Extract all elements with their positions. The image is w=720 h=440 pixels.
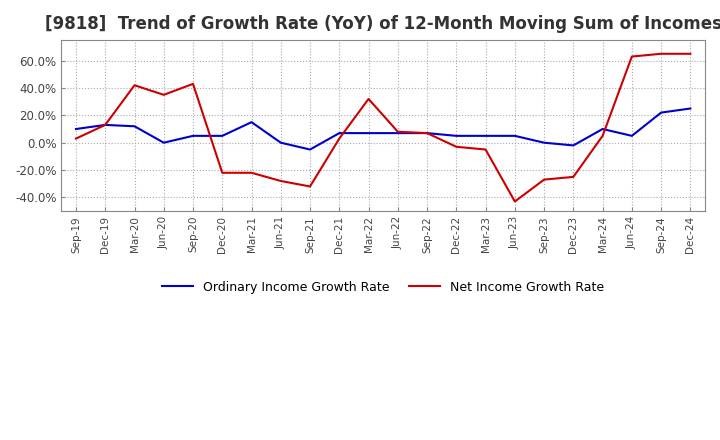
Net Income Growth Rate [598,133,607,139]
Ordinary Income Growth Rate [189,133,197,139]
Legend: Ordinary Income Growth Rate, Net Income Growth Rate: Ordinary Income Growth Rate, Net Income … [162,281,604,294]
Net Income Growth Rate [159,92,168,97]
Net Income Growth Rate [452,144,461,150]
Ordinary Income Growth Rate [101,122,109,128]
Ordinary Income Growth Rate [276,140,285,145]
Ordinary Income Growth Rate [72,126,81,132]
Net Income Growth Rate [218,170,227,176]
Net Income Growth Rate [686,51,695,56]
Net Income Growth Rate [569,174,577,180]
Ordinary Income Growth Rate [510,133,519,139]
Line: Ordinary Income Growth Rate: Ordinary Income Growth Rate [76,109,690,150]
Ordinary Income Growth Rate [452,133,461,139]
Ordinary Income Growth Rate [540,140,549,145]
Ordinary Income Growth Rate [394,131,402,136]
Net Income Growth Rate [510,199,519,204]
Ordinary Income Growth Rate [481,133,490,139]
Net Income Growth Rate [72,136,81,141]
Net Income Growth Rate [306,184,315,189]
Net Income Growth Rate [394,129,402,134]
Title: [9818]  Trend of Growth Rate (YoY) of 12-Month Moving Sum of Incomes: [9818] Trend of Growth Rate (YoY) of 12-… [45,15,720,33]
Ordinary Income Growth Rate [159,140,168,145]
Net Income Growth Rate [481,147,490,152]
Ordinary Income Growth Rate [423,131,431,136]
Net Income Growth Rate [247,170,256,176]
Line: Net Income Growth Rate: Net Income Growth Rate [76,54,690,202]
Net Income Growth Rate [189,81,197,87]
Ordinary Income Growth Rate [628,133,636,139]
Net Income Growth Rate [657,51,665,56]
Ordinary Income Growth Rate [247,120,256,125]
Ordinary Income Growth Rate [306,147,315,152]
Ordinary Income Growth Rate [335,131,343,136]
Ordinary Income Growth Rate [130,124,139,129]
Ordinary Income Growth Rate [657,110,665,115]
Net Income Growth Rate [276,178,285,183]
Ordinary Income Growth Rate [364,131,373,136]
Net Income Growth Rate [540,177,549,182]
Net Income Growth Rate [423,131,431,136]
Net Income Growth Rate [364,96,373,102]
Net Income Growth Rate [130,83,139,88]
Ordinary Income Growth Rate [686,106,695,111]
Ordinary Income Growth Rate [569,143,577,148]
Net Income Growth Rate [335,136,343,141]
Net Income Growth Rate [101,122,109,128]
Ordinary Income Growth Rate [218,133,227,139]
Net Income Growth Rate [628,54,636,59]
Ordinary Income Growth Rate [598,126,607,132]
